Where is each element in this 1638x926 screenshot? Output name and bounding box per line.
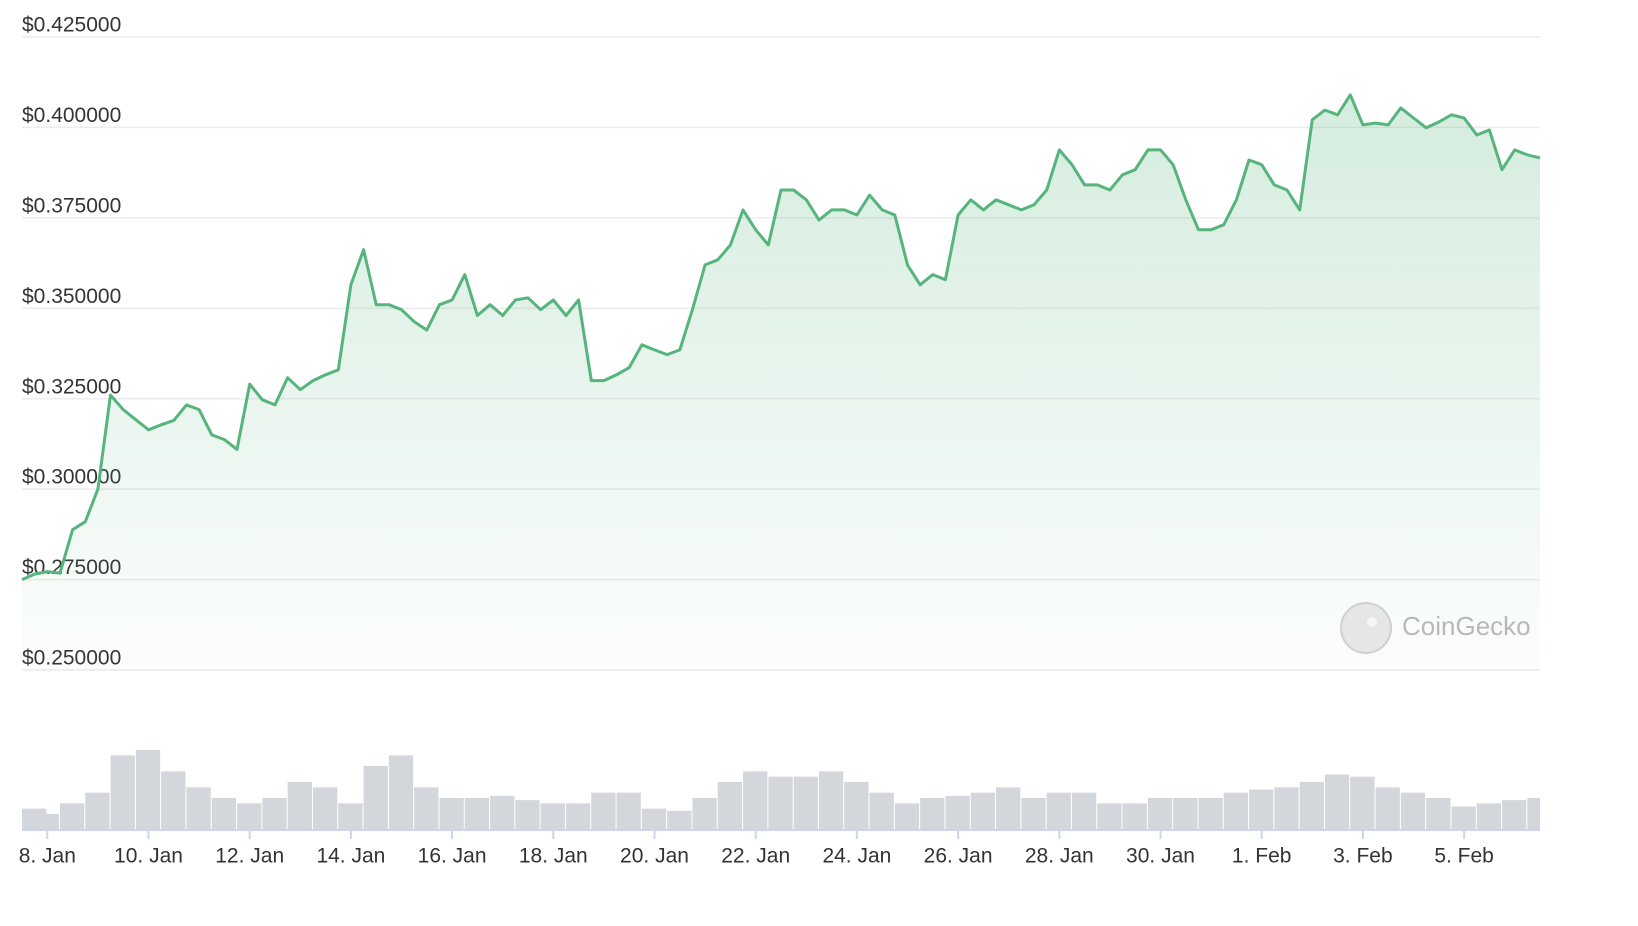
x-tick-label: 26. Jan [924,845,993,868]
volume-bar [59,803,85,830]
volume-bar [211,798,237,830]
volume-bar [1097,803,1122,830]
y-tick-label: $0.375000 [22,194,121,217]
volume-bar [970,792,996,830]
y-tick-label: $0.425000 [22,14,121,37]
watermark-eye [1367,617,1377,627]
volume-bar [490,795,515,830]
y-tick-label: $0.325000 [22,375,121,398]
volume-bar [287,782,312,830]
volume-bar [515,800,540,830]
volume-bar [1223,792,1249,830]
volume-bar [667,810,692,830]
volume-bar [1173,798,1198,830]
x-tick-label: 30. Jan [1126,845,1195,868]
x-tick-label: 20. Jan [620,845,689,868]
volume-bar [388,755,414,830]
volume-bar [565,803,591,830]
volume-bar [262,798,287,830]
x-tick-label: 18. Jan [519,845,588,868]
x-tick-label: 10. Jan [114,845,183,868]
volume-bar [1400,792,1426,830]
volume-bar [1299,782,1324,830]
volume-bar [237,803,262,830]
volume-bar [1046,792,1071,830]
volume-bar [945,795,970,830]
volume-bar [1350,776,1375,830]
volume-bar [1451,806,1476,830]
volume-bar [591,792,616,830]
y-tick-label: $0.350000 [22,285,121,308]
volume-bar [161,771,186,830]
volume-bar [818,771,844,830]
volume-bar [135,750,161,830]
volume-bar [1502,800,1527,830]
volume-bar [894,803,920,830]
watermark-text: CoinGecko [1402,611,1531,641]
y-tick-label: $0.400000 [22,104,121,127]
volume-bar [844,782,869,830]
volume-bar [312,787,338,830]
volume-bar [641,808,667,830]
volume-bar [793,776,818,830]
watermark: CoinGecko [1340,602,1531,654]
area-fill [22,94,1540,670]
x-tick-label: 16. Jan [418,845,487,868]
volume-bar [1426,798,1451,830]
volume-bar [616,792,641,830]
x-tick-label: 8. Jan [19,845,76,868]
volume-bar [1375,787,1400,830]
x-tick-label: 12. Jan [215,845,284,868]
x-tick-label: 24. Jan [822,845,891,868]
x-tick-label: 1. Feb [1232,845,1292,868]
y-tick-label: $0.300000 [22,466,121,489]
volume-bar [1274,787,1299,830]
price-line [21,93,1541,581]
volume-bar [414,787,439,830]
volume-bar [338,803,363,830]
volume-bar [439,798,464,830]
x-tick-label: 5. Feb [1434,845,1494,868]
x-tick-label: 28. Jan [1025,845,1094,868]
volume-bar [1147,798,1173,830]
volume-bar [768,776,793,830]
volume-bar [717,782,743,830]
volume-bar [1071,792,1097,830]
volume-bar [34,814,59,830]
volume-bar [1122,803,1147,830]
volume-bar [540,803,565,830]
volume-bar [1021,798,1046,830]
watermark-logo [1340,602,1392,654]
volume-bar [1324,774,1350,830]
x-tick-label: 14. Jan [316,845,385,868]
volume-bar [363,766,388,830]
x-tick-label: 3. Feb [1333,845,1393,868]
volume-bar [743,771,768,830]
volume-bar [692,798,717,830]
volume-bar [1249,789,1274,830]
volume-bar [1198,798,1223,830]
x-tick-label: 22. Jan [721,845,790,868]
volume-bar [1476,803,1502,830]
volume-bar [920,798,945,830]
volume-bar [869,792,894,830]
volume-bar [85,792,110,830]
volume-bar [1527,798,1540,830]
volume-bar [464,798,490,830]
volume-bar [996,787,1021,830]
volume-bar [110,755,135,830]
volume-bar [186,787,211,830]
